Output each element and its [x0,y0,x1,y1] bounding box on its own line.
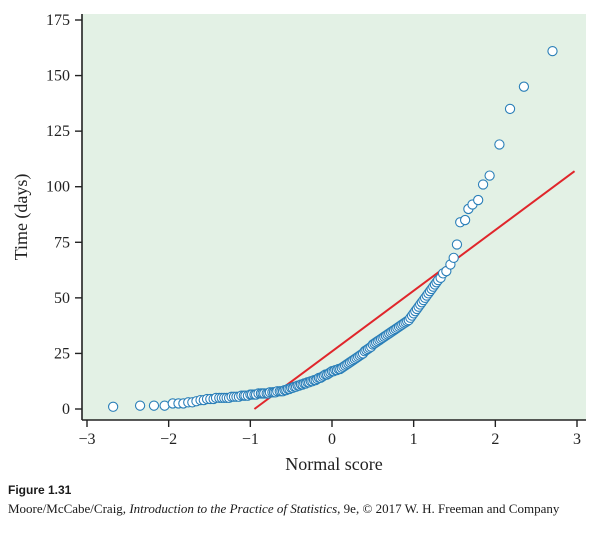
x-tick-label: 0 [328,431,336,448]
y-tick-label: 50 [54,290,70,307]
data-point [518,81,530,92]
y-tick-label: 0 [62,401,70,418]
y-tick-label: 100 [46,179,70,196]
x-axis-label: Normal score [285,454,382,474]
figure-credit: Moore/McCabe/Craig, Introduction to the … [8,501,559,516]
y-tick-label: 125 [46,123,70,140]
data-point [107,401,119,412]
data-point [494,139,505,150]
data-point [484,170,495,181]
data-point [134,400,146,411]
x-tick-label: −1 [242,431,259,448]
data-point [451,239,463,250]
data-point [448,252,459,263]
y-tick-label: 25 [54,345,70,362]
reference-line-layer [253,170,576,410]
data-point [473,194,484,206]
data-point [547,45,558,57]
axes: 0 25 50 75 100 125 150 175 −3 −2 −1 0 1 2 3 [46,12,586,448]
x-tick-label: 3 [573,431,581,448]
x-tick-label: 1 [410,431,418,448]
normal-quantile-plot: 0 25 50 75 100 125 150 175 −3 −2 −1 0 1 2 3 Normal sco… [11,12,586,474]
data-point [148,400,160,411]
plot-area [82,14,586,420]
y-tick-label: 75 [54,234,70,251]
credit-book-title: Introduction to the Practice of Statisti… [129,501,338,516]
y-tick-label: 150 [46,68,70,85]
x-tick-label: 2 [491,431,499,448]
reference-line [253,170,576,410]
data-point [504,103,516,115]
data-points-layer [107,45,558,412]
credit-suffix: , 9e, © 2017 W. H. Freeman and Company [337,501,560,516]
data-point [477,179,489,190]
data-point [459,214,471,226]
x-tick-label: −2 [160,431,177,448]
x-tick-label: −3 [78,431,95,448]
figure-caption: Figure 1.31 Moore/McCabe/Craig, Introduc… [8,482,604,517]
y-tick-label: 175 [46,12,70,29]
figure-number: Figure 1.31 [8,483,72,497]
credit-prefix: Moore/McCabe/Craig, [8,501,130,516]
y-axis-label: Time (days) [11,174,32,261]
